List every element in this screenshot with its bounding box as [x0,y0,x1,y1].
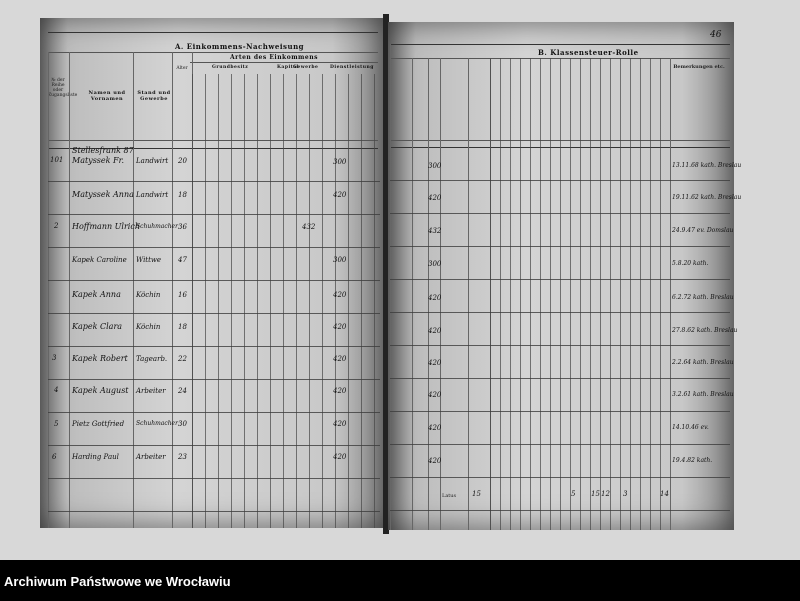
tax-income-value: 420 [428,327,442,335]
remark: 27.8.62 kath. Breslau [672,327,738,334]
entry-income: 420 [333,420,347,428]
entry-income: 420 [333,453,347,461]
entry-name: Matyssek Fr. [72,156,125,165]
entry-age: 24 [178,387,187,395]
tax-income-value: 420 [428,424,442,432]
tax-income-value: 420 [428,194,442,202]
remark: 14.10.46 ev. [672,424,709,431]
entry-name: Harding Paul [72,453,119,461]
remark: 6.2.72 kath. Breslau [672,294,734,301]
entry-income: 420 [333,191,347,199]
remark: 19.11.62 kath. Breslau [672,194,742,201]
entry-income: 300 [333,256,347,264]
entry-age: 16 [178,291,187,299]
entry-age: 36 [178,223,187,231]
left-page: A. Einkommens-Nachweisung Arten des Eink… [40,18,384,528]
col-gewerbe: Gewerbe [293,65,319,70]
entry-status: Tagearb. [136,355,168,363]
remark: 13.11.68 kath. Breslau [672,162,742,169]
entry-status: Schuhmacher [136,420,178,427]
sum-value: 3 [623,490,628,498]
tax-income-value: 420 [428,391,442,399]
tax-income-value: 432 [428,227,442,235]
entry-age: 23 [178,453,187,461]
page-number: 46 [710,30,722,40]
entry-name: Stellesfrank 87 [72,146,134,155]
right-page-title: B. Klassensteuer-Rolle [538,48,639,57]
entry-age: 47 [178,256,187,264]
col-number: № der Reihe oder Zugangsliste [48,78,78,98]
tax-income-value: 300 [428,260,442,268]
entry-number: 3 [52,354,57,362]
entry-status: Schuhmacher [136,223,178,230]
entry-name: Hoffmann Ulrich [72,222,140,231]
entry-number: 5 [54,420,59,428]
entry-status: Landwirt [136,157,169,165]
col-grundbesitz: Grundbesitz [212,65,249,70]
sum-value: 12 [601,490,610,498]
tax-income-value: 300 [428,162,442,170]
entry-name: Kapek Clara [72,322,123,331]
entry-income: 420 [333,355,347,363]
entry-number: 2 [54,222,59,230]
entry-income: 432 [302,223,316,231]
tax-income-value: 420 [428,359,442,367]
remark: 24.9.47 ev. Domslau [672,227,734,234]
entry-status: Köchin [136,291,161,299]
entry-status: Wittwe [136,256,162,264]
entry-age: 30 [178,420,187,428]
col-age: Alter [176,66,188,71]
remark: 3.2.61 kath. Breslau [672,391,734,398]
entry-status: Köchin [136,323,161,331]
sum-value: 15 [472,490,481,498]
entry-number: 4 [54,386,59,394]
entry-age: 18 [178,323,187,331]
entry-age: 18 [178,191,187,199]
entry-name: Matyssek Anna [72,190,134,199]
entry-status: Arbeiter [136,387,166,395]
entry-name: Kapek Anna [72,290,121,299]
sum-value: 5 [571,490,576,498]
entry-name: Kapek Caroline [72,256,127,264]
sum-value: 15 [591,490,600,498]
entry-name: Kapek Robert [72,354,128,363]
entry-income: 300 [333,158,347,166]
entry-income: 420 [333,387,347,395]
entry-name: Kapek August [72,386,129,395]
income-types-heading: Arten des Einkommens [230,54,318,61]
entry-income: 420 [333,323,347,331]
col-dienst: Dienstleistung [330,65,374,70]
col-name: Namen und Vornamen [88,90,126,102]
sum-value: 14 [660,490,669,498]
entry-status: Landwirt [136,191,169,199]
tax-income-value: 420 [428,294,442,302]
entry-status: Arbeiter [136,453,166,461]
archive-name: Archiwum Państwowe we Wrocławiu [4,574,231,589]
entry-income: 420 [333,291,347,299]
entry-number: 6 [52,453,57,461]
col-kapital: Kapital [277,65,299,70]
entry-name: Pietz Gottfried [72,420,125,428]
right-page: 46 B. Klassensteuer-Rolle Bemerkungen et… [388,22,741,530]
entry-number: 101 [50,156,64,164]
book-gutter [383,14,389,534]
remark: 2.2.64 kath. Breslau [672,359,734,366]
remark: 19.4.82 kath. [672,457,713,464]
remark: 5.8.20 kath. [672,260,709,267]
col-status: Stand und Gewerbe [137,90,171,102]
left-page-title: A. Einkommens-Nachweisung [175,42,305,51]
tax-income-value: 420 [428,457,442,465]
entry-age: 20 [178,157,187,165]
entry-age: 22 [178,355,187,363]
latus-label: Latus [442,493,457,499]
remarks-header: Bemerkungen etc. [673,64,725,70]
